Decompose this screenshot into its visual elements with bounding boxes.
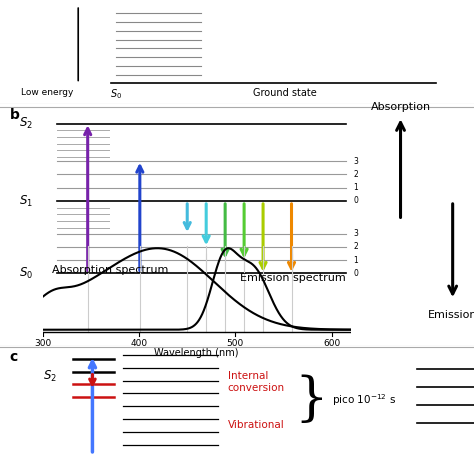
Text: Emission spectrum: Emission spectrum xyxy=(240,273,346,283)
Text: 2: 2 xyxy=(353,242,358,251)
Text: 300: 300 xyxy=(34,339,51,348)
Text: Ground state: Ground state xyxy=(253,88,316,98)
Text: $S_2$: $S_2$ xyxy=(19,116,33,131)
Text: 0: 0 xyxy=(353,197,358,205)
Text: 1: 1 xyxy=(353,255,358,264)
Text: $S_0$: $S_0$ xyxy=(110,88,122,101)
Text: 3: 3 xyxy=(353,229,358,238)
Text: $S_0$: $S_0$ xyxy=(19,266,33,281)
Text: Vibrational: Vibrational xyxy=(228,420,284,430)
Text: 600: 600 xyxy=(323,339,340,348)
Text: Emission: Emission xyxy=(428,310,474,320)
Text: 1: 1 xyxy=(353,183,358,192)
Text: $S_2$: $S_2$ xyxy=(43,369,57,384)
Text: 400: 400 xyxy=(130,339,147,348)
Text: Internal
conversion: Internal conversion xyxy=(228,371,285,392)
Text: Absorption: Absorption xyxy=(371,101,430,111)
Text: 3: 3 xyxy=(353,156,358,165)
Text: pico 10$^{-12}$ s: pico 10$^{-12}$ s xyxy=(332,392,396,408)
Text: Absorption spectrum: Absorption spectrum xyxy=(52,265,168,275)
Text: 500: 500 xyxy=(227,339,244,348)
Text: $S_1$: $S_1$ xyxy=(19,193,33,209)
Text: }: } xyxy=(294,374,328,425)
Text: c: c xyxy=(9,350,18,364)
Text: 2: 2 xyxy=(353,170,358,179)
Text: Wavelength (nm): Wavelength (nm) xyxy=(155,348,239,358)
Text: b: b xyxy=(9,108,19,122)
Text: Low energy: Low energy xyxy=(21,88,73,97)
Text: 0: 0 xyxy=(353,269,358,278)
